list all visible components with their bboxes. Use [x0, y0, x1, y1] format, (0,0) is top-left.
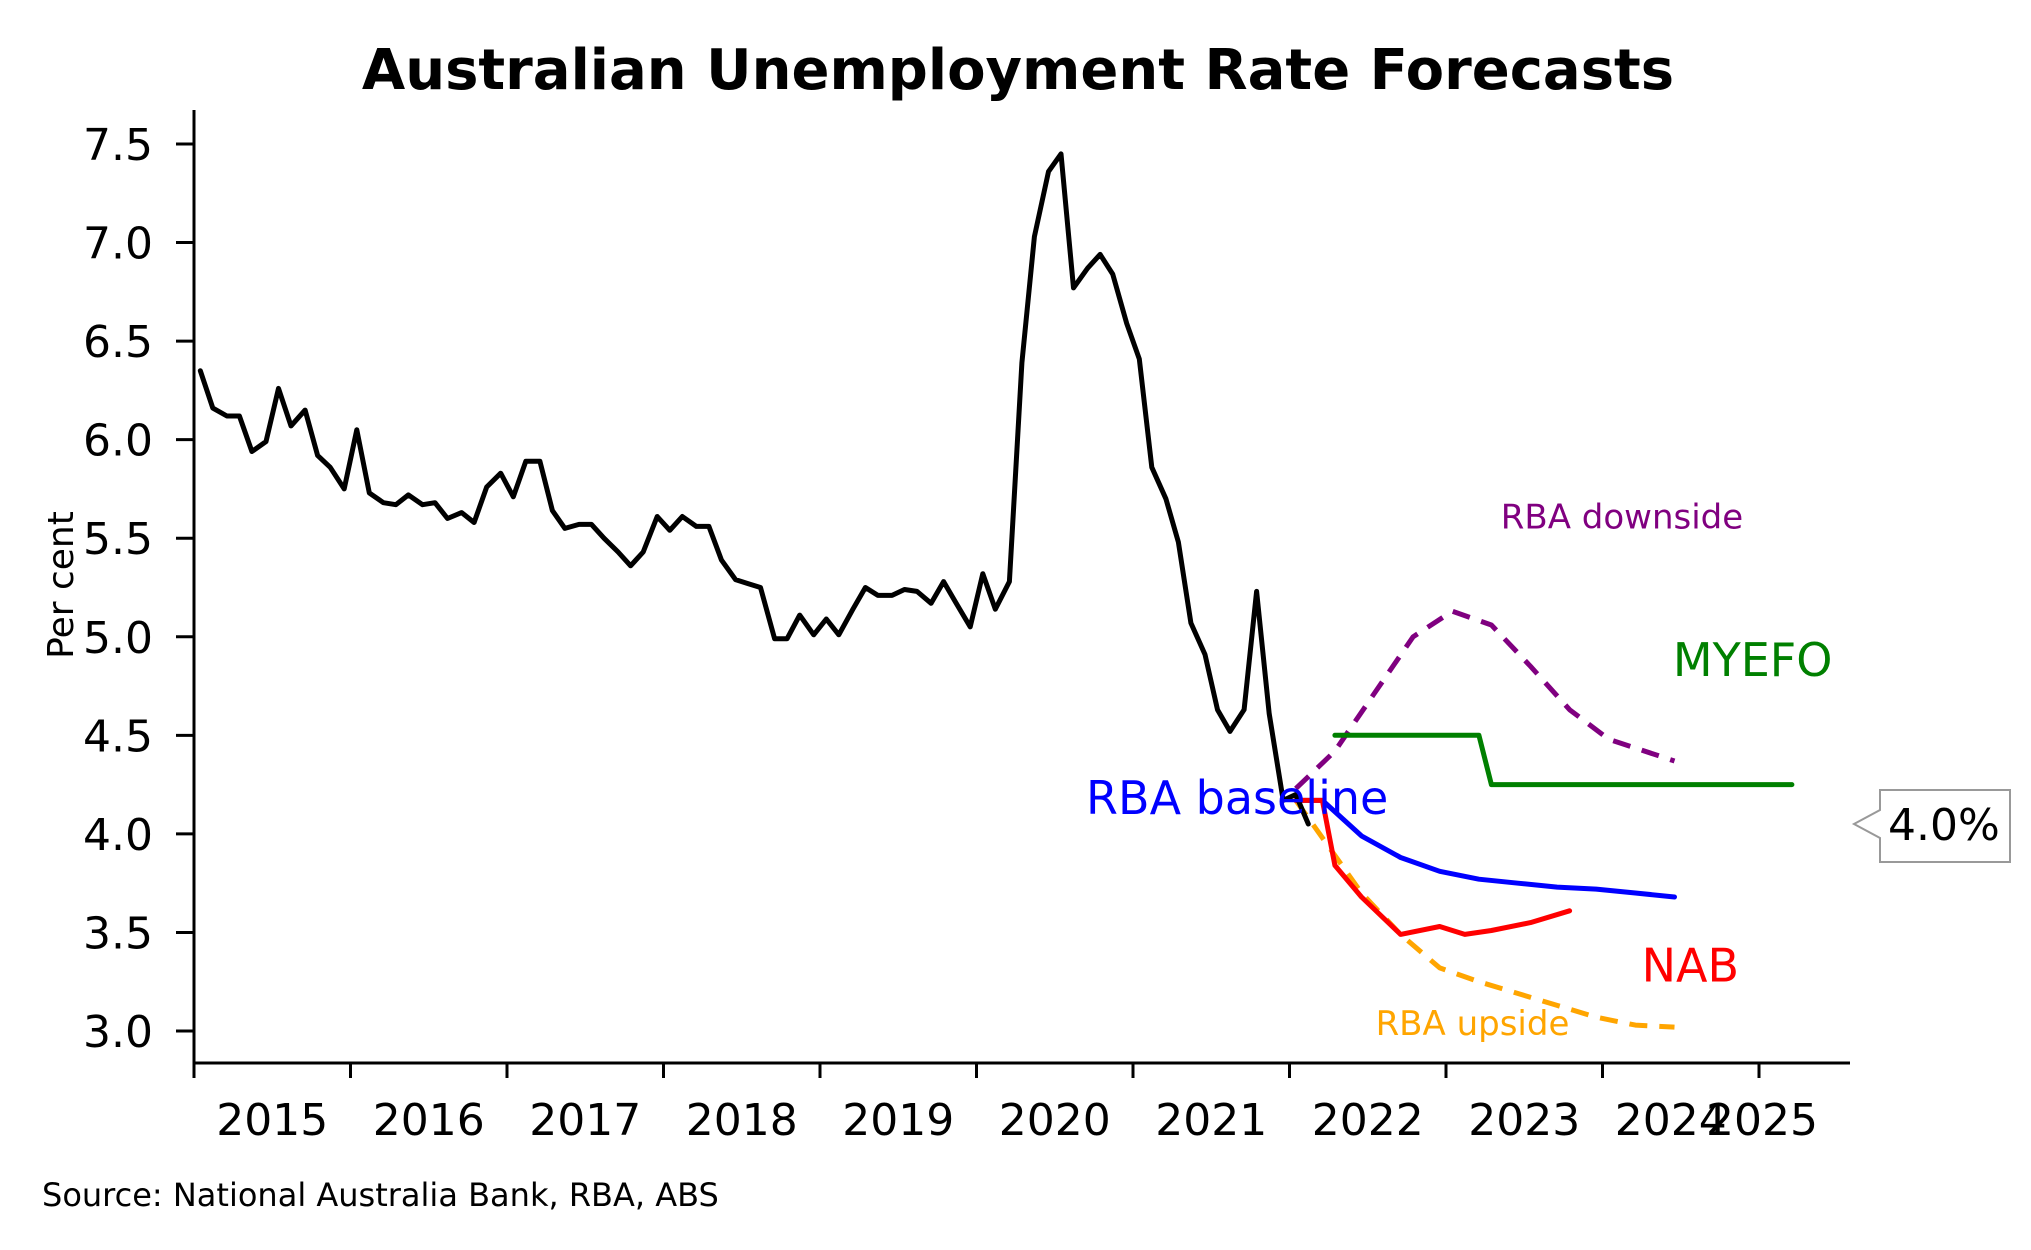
y-tick-label: 7.0 [83, 219, 153, 270]
series-label-rba-upside: RBA upside [1376, 1004, 1570, 1044]
series-line-rba-upside [1293, 798, 1675, 1030]
series-line-nab [1293, 797, 1573, 937]
y-tick-label: 3.0 [83, 1007, 153, 1058]
series-line-rba-baseline [1293, 797, 1677, 900]
y-tick-label: 6.5 [83, 317, 153, 368]
y-tick-label: 4.5 [83, 711, 153, 762]
x-tick-label: 2017 [529, 1095, 641, 1146]
y-tick-label: 7.5 [83, 120, 153, 171]
x-tick-label: 2016 [373, 1095, 485, 1146]
y-tick-label: 5.5 [83, 514, 153, 565]
series-label-myefo: MYEFO [1673, 633, 1833, 687]
callout-text: 4.0% [1888, 800, 2000, 851]
x-tick-label: 2018 [686, 1095, 798, 1146]
x-tick-label: 2023 [1468, 1095, 1580, 1146]
series-label-rba-downside: RBA downside [1501, 497, 1743, 537]
series-line-rba-downside [1294, 608, 1676, 791]
y-tick-label: 6.0 [83, 416, 153, 467]
series-label-nab: NAB [1642, 939, 1739, 993]
x-tick-label: 2021 [1155, 1095, 1267, 1146]
y-axis-label: Per cent [41, 511, 82, 659]
x-tick-label: 2019 [842, 1095, 954, 1146]
axes: 3.0 3.5 4.0 4.5 5.0 5.5 6.0 6.5 7.0 7.5 2015 2016 20… [83, 110, 1850, 1146]
series-labels: RBA downside MYEFO RBA baseline NAB RBA upsi… [1086, 497, 1832, 1044]
chart-title: Australian Unemployment Rate Forecasts [362, 38, 1674, 103]
x-tick-label: 2015 [216, 1095, 328, 1146]
x-tick-label: 2024 [1615, 1095, 1727, 1146]
callout-box [1851, 789, 2011, 864]
source-note: Source: National Australia Bank, RBA, AB… [42, 1176, 719, 1214]
y-tick-label: 5.0 [83, 613, 153, 664]
y-tick-label: 3.5 [83, 908, 153, 959]
series-line-myefo [1332, 732, 1795, 788]
y-tick-label: 4.0 [83, 810, 153, 861]
value-callout: 4.0% [1851, 789, 2011, 864]
series-layer [197, 151, 1795, 1030]
x-tick-label: 2022 [1312, 1095, 1424, 1146]
series-line-actual-rate [197, 151, 1311, 827]
x-tick-label: 2025 [1706, 1095, 1818, 1146]
series-label-rba-baseline: RBA baseline [1086, 771, 1388, 825]
x-tick-label: 2020 [999, 1095, 1111, 1146]
